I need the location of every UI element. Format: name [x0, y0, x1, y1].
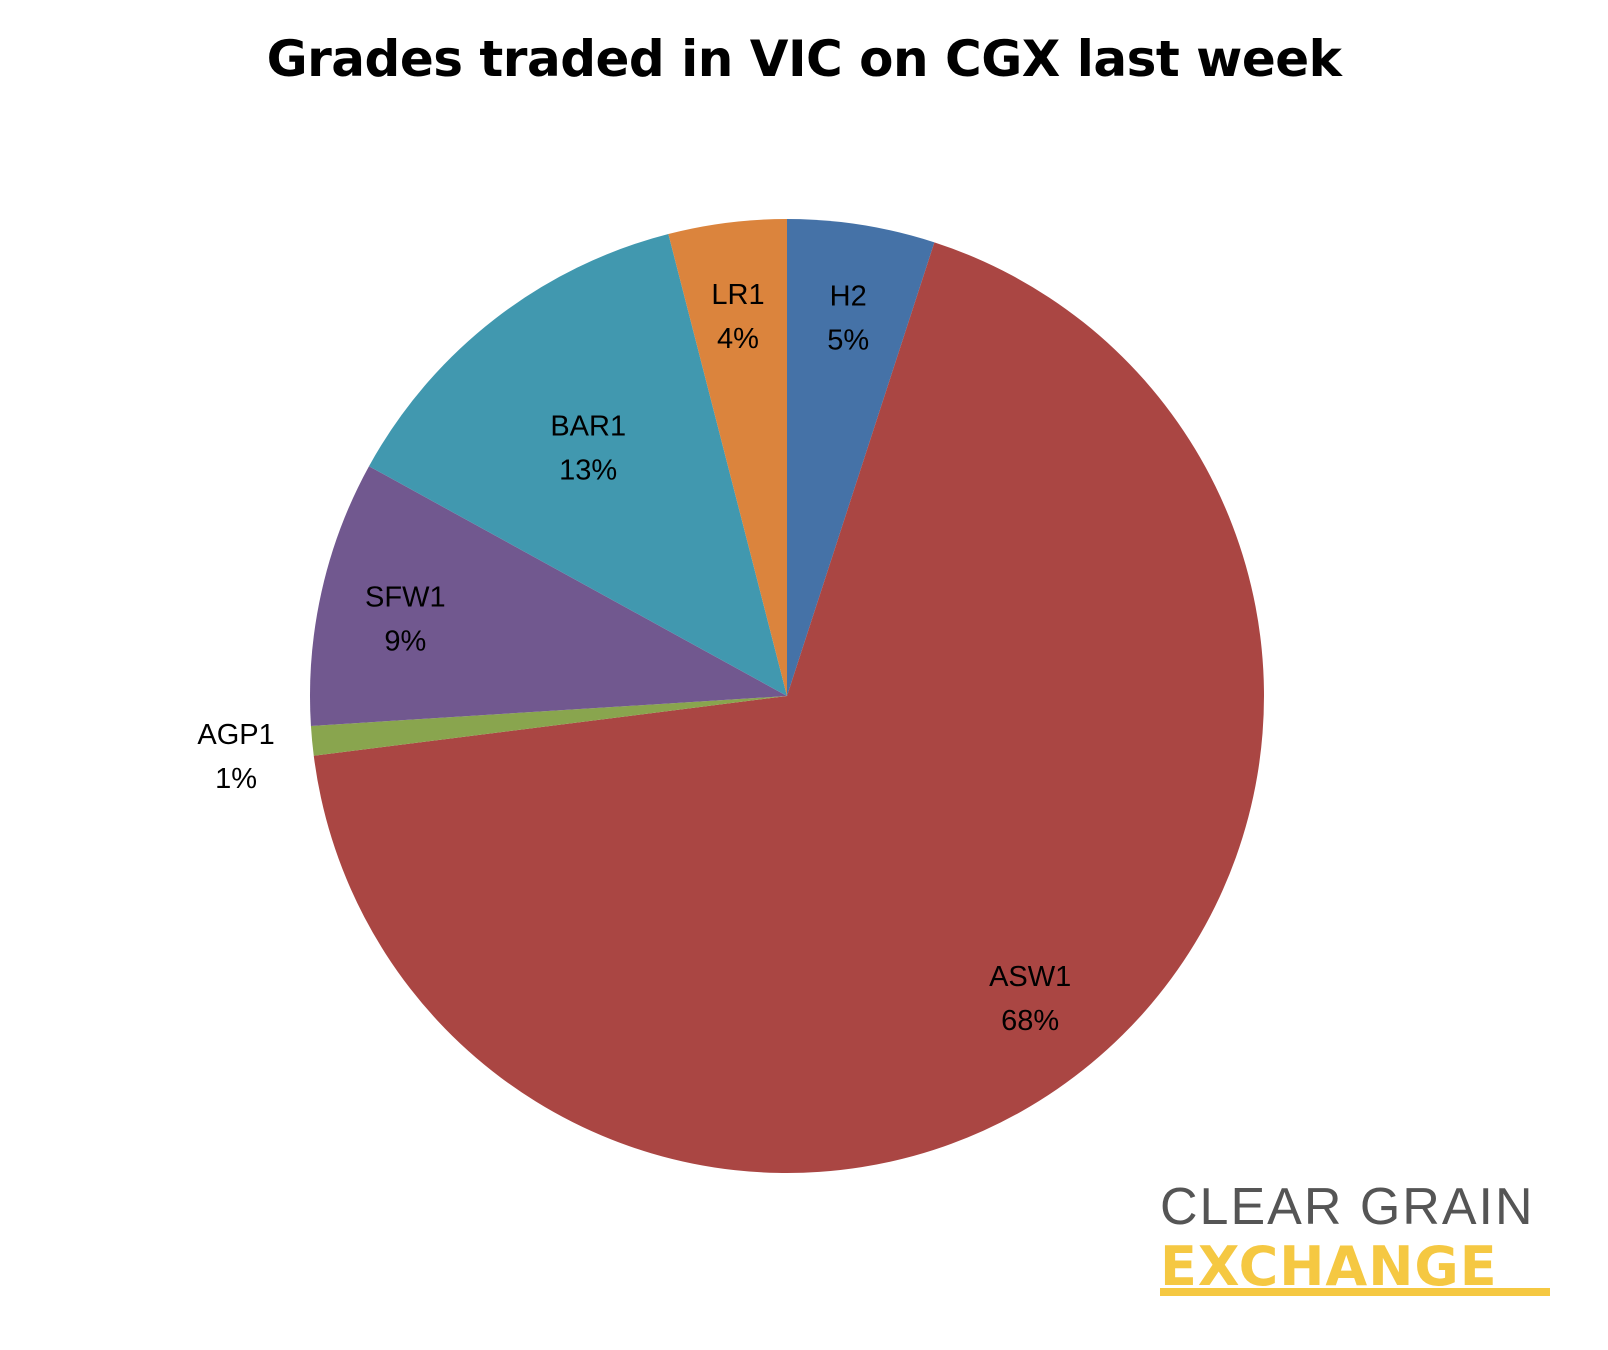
slice-label-percent-lr1: 4% [717, 323, 759, 355]
slice-label-name-asw1: ASW1 [989, 961, 1071, 993]
pie-slice-lr1 [668, 219, 787, 696]
pie-slice-sfw1 [309, 466, 787, 726]
slice-label-name-lr1: LR1 [711, 279, 764, 311]
slice-label-percent-sfw1: 9% [384, 626, 426, 658]
slice-label-percent-agp1: 1% [215, 763, 257, 795]
slice-label-name-sfw1: SFW1 [365, 582, 446, 614]
logo-text-exchange: EXCHANGE [1160, 1238, 1550, 1296]
pie-slice-asw1 [313, 242, 1264, 1174]
clear-grain-exchange-logo: CLEAR GRAIN EXCHANGE [1160, 1178, 1550, 1298]
logo-text-clear-grain: CLEAR GRAIN [1160, 1178, 1535, 1236]
slice-label-percent-h2: 5% [827, 325, 869, 357]
slice-label-name-bar1: BAR1 [550, 411, 626, 443]
pie-slice-bar1 [369, 233, 787, 697]
pie-slice-agp1 [310, 696, 787, 756]
chart-title: Grades traded in VIC on CGX last week [266, 30, 1342, 88]
slice-label-percent-bar1: 13% [559, 455, 617, 487]
pie-slices [309, 219, 1264, 1174]
pie-labels: H2 5% ASW1 68% AGP1 1% SFW1 9% BAR1 13% LR1 4% [197, 279, 1071, 1037]
slice-label-name-agp1: AGP1 [197, 719, 274, 751]
slice-label-percent-asw1: 68% [1001, 1005, 1059, 1037]
pie-slice-h2 [787, 219, 935, 696]
slice-label-name-h2: H2 [830, 281, 867, 313]
